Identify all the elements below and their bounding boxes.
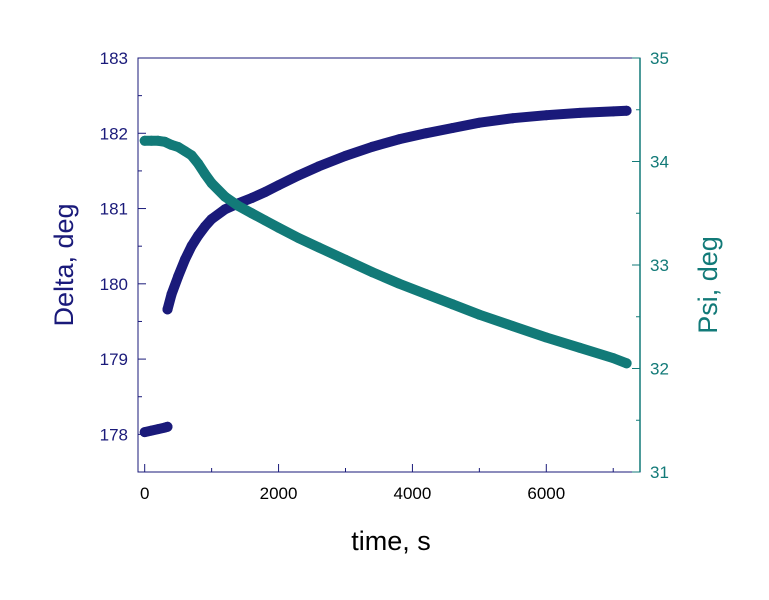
data-point <box>447 123 458 133</box>
data-point <box>162 421 173 432</box>
data-point <box>621 105 632 116</box>
data-point <box>474 309 485 320</box>
data-point <box>574 107 585 118</box>
data-point <box>206 178 217 189</box>
y-right-tick-label: 34 <box>650 153 669 172</box>
data-point <box>367 267 378 278</box>
data-point <box>507 321 518 332</box>
data-point <box>199 221 210 232</box>
y-left-tick-label: 181 <box>100 200 128 219</box>
data-point <box>541 332 552 343</box>
data-point <box>166 289 177 300</box>
x-tick-label: 4000 <box>394 484 432 503</box>
ticks-layer: 0 2000 4000 6000 178 179 180 181 182 183 31 32 33 34 3… <box>100 49 669 503</box>
data-point <box>608 106 619 117</box>
data-point <box>193 158 204 169</box>
data-point <box>246 193 257 203</box>
data-point <box>162 304 173 315</box>
data-point <box>394 278 404 289</box>
data-point <box>186 241 197 252</box>
plot-frame <box>137 57 641 473</box>
data-point <box>621 358 632 369</box>
data-point <box>260 215 271 226</box>
data-point <box>173 271 184 282</box>
data-point <box>233 201 244 211</box>
data-point <box>313 242 324 253</box>
data-point <box>574 342 585 353</box>
x-axis-label: time, s <box>351 526 431 556</box>
data-point <box>507 113 518 124</box>
y-left-tick-label: 178 <box>100 425 128 444</box>
y-right-tick-label: 35 <box>650 49 669 68</box>
data-point <box>340 150 351 161</box>
data-point <box>340 254 351 265</box>
data-point <box>474 117 485 128</box>
data-point <box>420 128 431 139</box>
x-tick-label: 6000 <box>527 484 565 503</box>
data-point <box>293 170 304 181</box>
data-point <box>199 168 210 179</box>
data-point <box>246 208 257 219</box>
y-left-tick-label: 183 <box>100 49 128 68</box>
data-point <box>186 150 197 161</box>
data-point <box>608 353 619 364</box>
data-point <box>420 289 431 299</box>
data-point <box>273 180 284 191</box>
series-psi <box>139 135 632 369</box>
y-right-tick-label: 33 <box>650 256 669 275</box>
data-point <box>293 233 304 244</box>
data-point <box>260 187 271 197</box>
data-point <box>394 134 404 145</box>
data-point <box>206 214 217 225</box>
x-tick-label: 0 <box>140 484 149 503</box>
data-point <box>367 141 378 152</box>
y-left-tick-label: 179 <box>100 350 128 369</box>
series-line <box>139 135 632 369</box>
data-point <box>273 222 284 233</box>
data-point <box>220 191 230 202</box>
series-delta <box>139 105 632 438</box>
y-right-tick-label: 31 <box>650 463 669 482</box>
left-axis-label: Delta, deg <box>49 203 79 326</box>
data-point <box>541 110 552 121</box>
data-point <box>179 254 190 265</box>
data-point <box>447 299 458 310</box>
data-point <box>313 161 324 172</box>
x-tick-label: 2000 <box>260 484 298 503</box>
data-point <box>220 204 230 215</box>
y-left-tick-label: 180 <box>100 275 128 294</box>
data-point <box>193 230 204 241</box>
y-right-tick-label: 32 <box>650 360 669 379</box>
right-axis-label: Psi, deg <box>693 236 723 334</box>
series-layer <box>139 105 632 438</box>
y-left-tick-label: 182 <box>100 124 128 143</box>
